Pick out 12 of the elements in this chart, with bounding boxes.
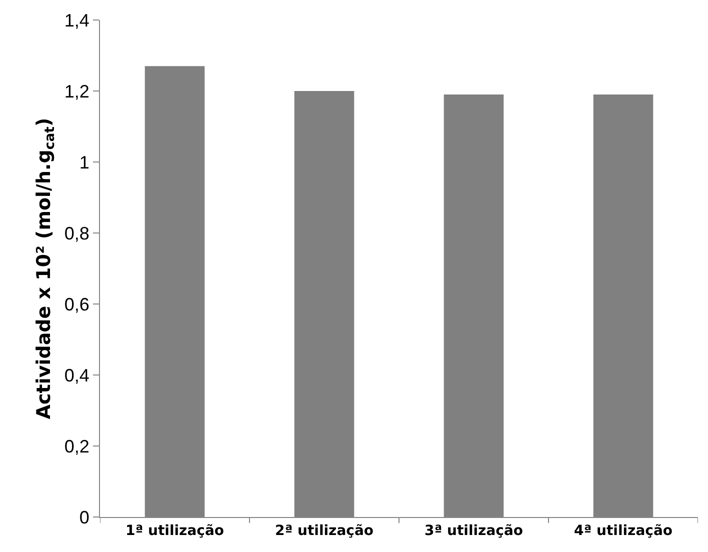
x-tick-label: 2ª utilização [274, 522, 374, 539]
y-tick-label: 0,8 [64, 223, 90, 244]
x-tick-label: 4ª utilização [574, 522, 673, 539]
y-tick-label: 0,4 [64, 365, 90, 386]
x-tick-label: 3ª utilização [424, 522, 524, 539]
y-tick-label: 0,6 [64, 294, 90, 314]
y-tick-label: 0 [79, 507, 90, 528]
y-tick-label: 1 [79, 152, 90, 172]
x-tick-label: 1ª utilização [125, 522, 224, 539]
y-tick-label: 0,2 [64, 436, 90, 456]
y-tick-label: 1,4 [64, 10, 90, 30]
y-tick-label: 1,2 [64, 81, 90, 102]
